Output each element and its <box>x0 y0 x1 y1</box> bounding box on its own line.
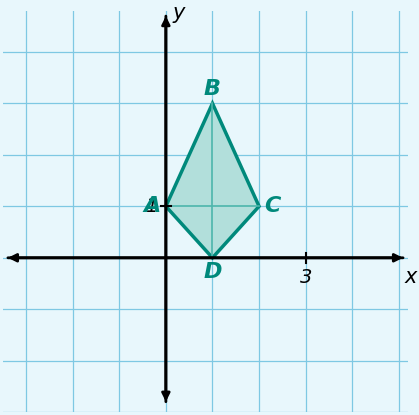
Text: A: A <box>143 196 160 216</box>
Text: D: D <box>203 262 222 282</box>
Text: 3: 3 <box>300 268 312 287</box>
Text: y: y <box>173 3 185 23</box>
Text: 1: 1 <box>145 197 157 216</box>
Text: B: B <box>204 79 221 99</box>
Text: C: C <box>264 196 280 216</box>
Text: x: x <box>404 267 416 287</box>
Polygon shape <box>166 103 259 258</box>
